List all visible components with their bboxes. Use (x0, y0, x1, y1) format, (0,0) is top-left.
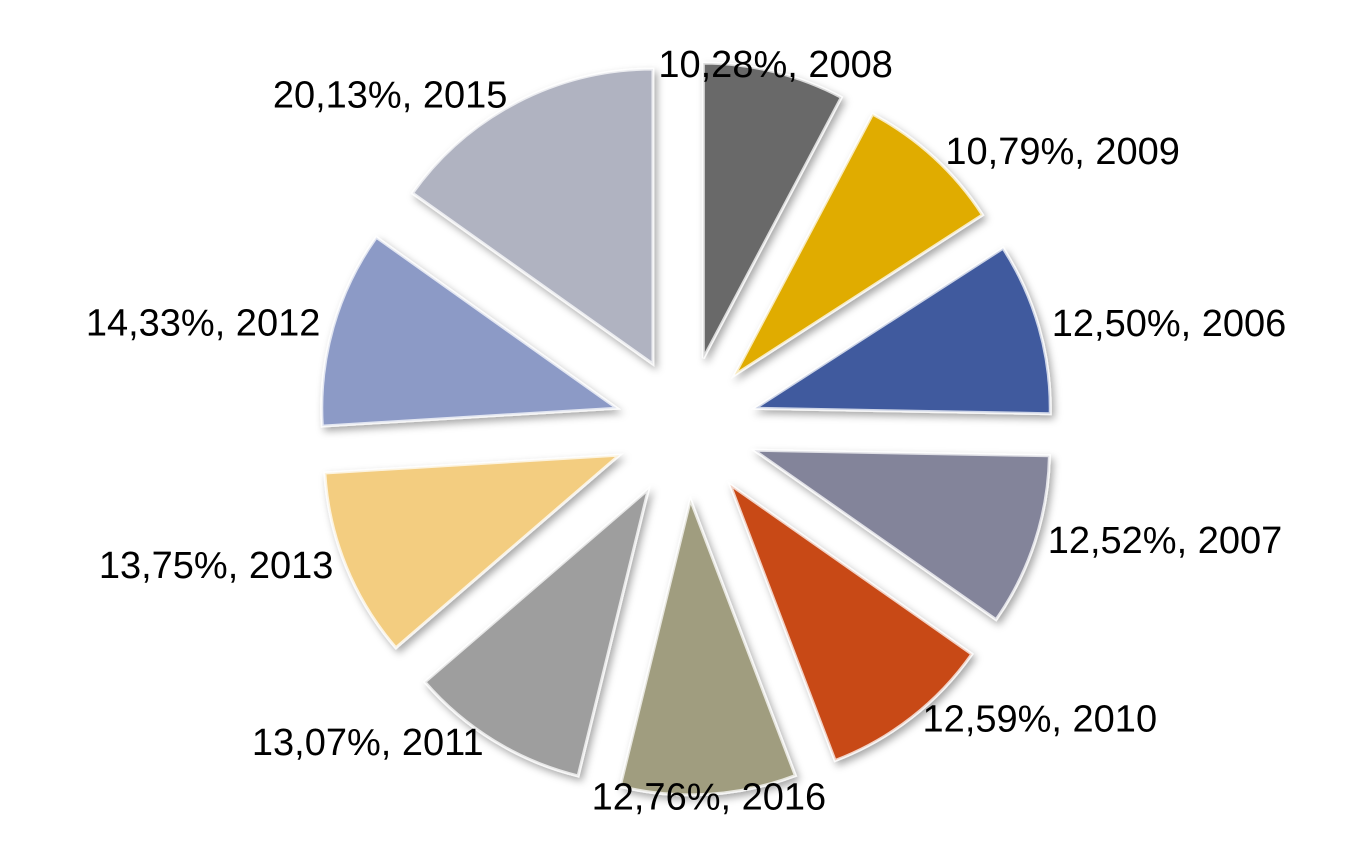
data-label: 10,79%, 2009 (945, 131, 1180, 173)
pie-slice (410, 67, 655, 367)
pie-slice (618, 494, 798, 797)
data-label: 10,28%, 2008 (658, 44, 893, 86)
data-label: 13,75%, 2013 (99, 545, 334, 587)
pie-slice (727, 480, 974, 763)
pie-slice (323, 453, 624, 650)
pie-slice (749, 448, 1051, 622)
pie-slice (750, 246, 1052, 416)
pie-slice (730, 112, 985, 380)
data-label: 12,59%, 2010 (923, 699, 1158, 741)
data-label: 12,52%, 2007 (1048, 520, 1283, 562)
pie-slice (320, 235, 622, 428)
data-label: 14,33%, 2012 (86, 303, 321, 345)
data-label: 12,50%, 2006 (1052, 303, 1287, 345)
data-label: 13,07%, 2011 (252, 722, 484, 764)
pie-slice (422, 485, 651, 778)
data-label: 12,76%, 2016 (592, 776, 827, 818)
data-label: 20,13%, 2015 (273, 74, 508, 116)
pie-slice (701, 61, 844, 359)
